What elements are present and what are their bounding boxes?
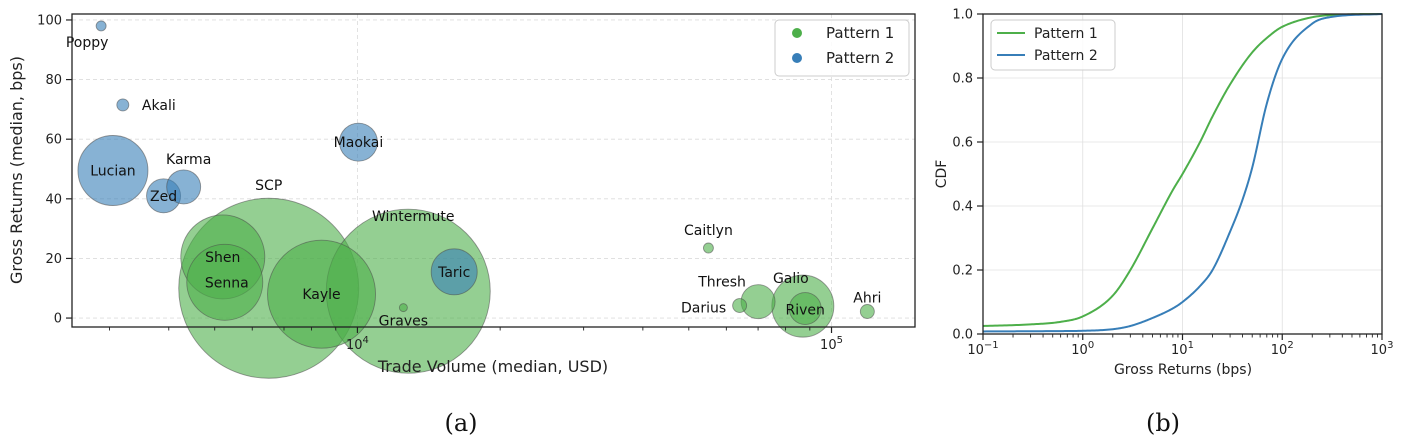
bubble-label-graves: Graves — [379, 314, 428, 330]
bubble-kayle — [267, 239, 376, 349]
bubble-taric — [430, 248, 478, 296]
bubble-label-thresh: Thresh — [697, 275, 746, 291]
panel-a-legend-marker-pattern-2 — [792, 53, 802, 63]
bubble-label-ahri: Ahri — [853, 290, 881, 306]
bubble-label-senna: Senna — [205, 275, 249, 291]
panel-a-legend-label-pattern-2: Pattern 2 — [826, 49, 894, 67]
bubble-label-zed: Zed — [150, 189, 177, 205]
panel-b-x-axis-label: Gross Returns (bps) — [1114, 362, 1252, 378]
panel-a-x-tick-base: 10 — [820, 338, 837, 353]
panel-b-x-tick-exp: 3 — [1387, 340, 1393, 351]
panel-b-x-tick-label: 101 — [1171, 340, 1194, 358]
bubble-senna — [186, 243, 264, 321]
bubble-label-riven: Riven — [786, 303, 825, 319]
panel-b-x-tick-exp: 0 — [1088, 340, 1094, 351]
bubble-karma — [166, 169, 202, 205]
bubble-ahri — [859, 304, 875, 319]
bubble-label-darius: Darius — [681, 301, 726, 317]
cdf-line-pattern-2 — [982, 13, 1383, 333]
bubble-label-galio: Galio — [773, 271, 809, 287]
panel-b-y-tick-label: 0.8 — [952, 72, 973, 87]
panel-a-legend-box — [774, 19, 910, 77]
panel-a-x-tick-base: 10 — [346, 338, 363, 353]
panel-a-x-tick-exp: 4 — [363, 335, 369, 346]
panel-b-x-tick-exp: −1 — [984, 340, 999, 351]
panel-a-x-tick-label: 105 — [820, 335, 843, 353]
panel-b-y-tick-label: 0.4 — [952, 200, 973, 215]
panel-b-lines — [982, 13, 1383, 333]
panel-a-y-tick-label: 0 — [54, 312, 62, 327]
bubble-label-shen: Shen — [205, 250, 240, 266]
bubble-label-maokai: Maokai — [334, 135, 384, 151]
panel-b-x-tick-base: 10 — [1171, 343, 1188, 358]
panel-b-x-tick-label: 10−1 — [967, 340, 998, 358]
bubble-label-akali: Akali — [142, 98, 176, 114]
panel-a-legend: Pattern 1 Pattern 2 — [774, 19, 910, 77]
panel-b-y-tick-label: 1.0 — [952, 8, 973, 23]
panel-b-x-tick-base: 10 — [1371, 343, 1388, 358]
panel-a-bubbles — [77, 20, 875, 379]
panel-a-y-tick-label: 20 — [45, 252, 62, 267]
panel-b-x-tick-label: 100 — [1071, 340, 1094, 358]
panel-b-y-tick-label: 0.2 — [952, 264, 973, 279]
panel-b-axes: 0.00.20.40.60.81.010−1 100 101 102 103 — [952, 8, 1393, 359]
panel-a-y-tick-label: 40 — [45, 192, 62, 207]
bubble-caitlyn — [702, 242, 714, 254]
panel-a-y-axis-label: Gross Returns (median, bps) — [7, 56, 26, 284]
panel-b-y-tick-label: 0.6 — [952, 136, 973, 151]
bubble-label-scp: SCP — [255, 178, 282, 194]
bubble-lucian — [77, 135, 149, 206]
bubble-label-kayle: Kayle — [302, 287, 340, 303]
panel-b-legend-label-pattern-1: Pattern 1 — [1034, 26, 1098, 42]
panel-a-y-tick-label: 60 — [45, 133, 62, 148]
panel-b-x-tick-exp: 1 — [1188, 340, 1194, 351]
panel-a-caption: (a) — [444, 409, 477, 437]
bubble-label-poppy: Poppy — [66, 35, 109, 51]
panel-b-caption: (b) — [1146, 409, 1180, 437]
panel-a-y-tick-label: 80 — [45, 73, 62, 88]
bubble-riven — [788, 292, 822, 325]
panel-b-y-tick-label: 0.0 — [952, 328, 973, 343]
panel-b-legend: Pattern 1 Pattern 2 — [990, 19, 1116, 71]
bubble-label-lucian: Lucian — [90, 164, 135, 180]
panel-b-y-axis-label: CDF — [934, 160, 950, 189]
panel-b-x-tick-label: 103 — [1371, 340, 1394, 358]
bubble-label-caitlyn: Caitlyn — [684, 223, 733, 239]
panel-b-x-tick-base: 10 — [1271, 343, 1288, 358]
bubble-label-karma: Karma — [166, 152, 211, 168]
bubble-darius — [732, 298, 748, 313]
panel-a-legend-marker-pattern-1 — [792, 28, 802, 38]
panel-b-legend-label-pattern-2: Pattern 2 — [1034, 48, 1098, 64]
bubble-graves — [398, 303, 408, 313]
panel-b-x-tick-label: 102 — [1271, 340, 1294, 358]
panel-a-x-axis-label: Trade Volume (median, USD) — [377, 357, 608, 376]
bubble-thresh — [740, 284, 776, 320]
panel-a-legend-label-pattern-1: Pattern 1 — [826, 24, 894, 42]
panel-a-x-tick-exp: 5 — [837, 335, 843, 346]
bubble-maokai — [339, 122, 378, 162]
panel-a-y-tick-label: 100 — [37, 13, 62, 28]
panel-a-x-tick-label: 104 — [346, 335, 369, 353]
panel-a-frame — [71, 13, 916, 328]
panel-b-cdf-chart: 0.00.20.40.60.81.010−1 100 101 102 103 Patte… — [934, 8, 1393, 438]
panel-a-bubble-labels: SCP Wintermute Kayle Shen Senna Lucian Galio Ta… — [66, 35, 882, 330]
cdf-line-pattern-1 — [982, 13, 1383, 327]
panel-b-x-tick-base: 10 — [967, 343, 984, 358]
panel-b-x-tick-exp: 2 — [1287, 340, 1293, 351]
panel-a-bubble-chart: SCP Wintermute Kayle Shen Senna Lucian Galio Ta… — [7, 13, 916, 437]
bubble-label-wintermute: Wintermute — [372, 209, 455, 225]
bubble-poppy — [95, 20, 107, 32]
bubble-akali — [116, 98, 130, 112]
panel-b-x-tick-base: 10 — [1071, 343, 1088, 358]
bubble-label-taric: Taric — [437, 265, 470, 281]
